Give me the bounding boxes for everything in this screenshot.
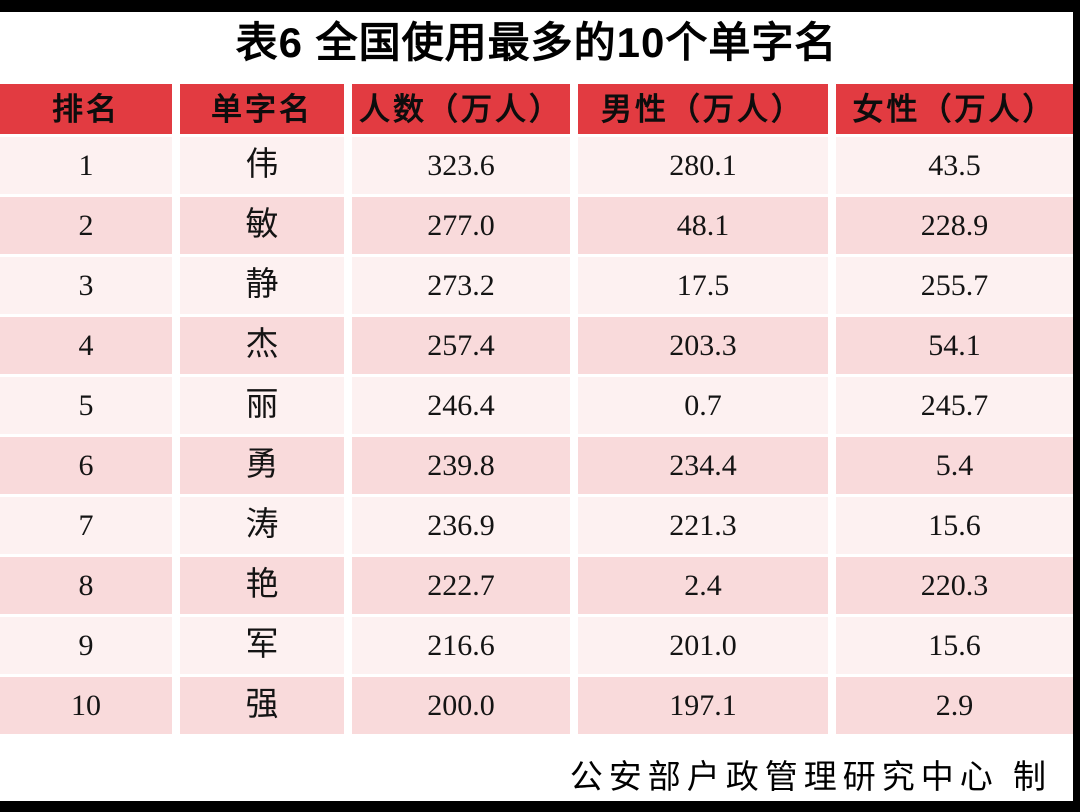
table-title: 表6 全国使用最多的10个单字名 <box>235 19 838 66</box>
name-cell: 强 <box>180 677 344 734</box>
female-cell: 220.3 <box>836 557 1073 614</box>
total-cell: 323.6 <box>352 137 570 194</box>
name-cell: 杰 <box>180 317 344 374</box>
name-cell: 军 <box>180 617 344 674</box>
name-cell: 伟 <box>180 137 344 194</box>
name-cell: 涛 <box>180 497 344 554</box>
data-table: 排名 单字名 人数（万人） 男性（万人） 女性（万人） 1 伟 323.6 28… <box>0 84 1073 734</box>
rank-cell: 4 <box>0 317 172 374</box>
bottom-border-bar <box>0 801 1080 812</box>
female-cell: 228.9 <box>836 197 1073 254</box>
rank-cell: 9 <box>0 617 172 674</box>
rank-cell: 1 <box>0 137 172 194</box>
female-cell: 255.7 <box>836 257 1073 314</box>
total-cell: 257.4 <box>352 317 570 374</box>
rank-cell: 2 <box>0 197 172 254</box>
column-header-female: 女性（万人） <box>836 84 1073 134</box>
rank-cell: 7 <box>0 497 172 554</box>
rank-cell: 6 <box>0 437 172 494</box>
rank-cell: 3 <box>0 257 172 314</box>
total-cell: 277.0 <box>352 197 570 254</box>
rank-cell: 10 <box>0 677 172 734</box>
female-cell: 15.6 <box>836 617 1073 674</box>
name-cell: 勇 <box>180 437 344 494</box>
female-cell: 245.7 <box>836 377 1073 434</box>
female-cell: 2.9 <box>836 677 1073 734</box>
male-cell: 203.3 <box>578 317 828 374</box>
column-header-rank: 排名 <box>0 84 172 134</box>
right-border-bar <box>1073 0 1080 812</box>
male-cell: 234.4 <box>578 437 828 494</box>
top-border-bar <box>0 0 1080 12</box>
total-cell: 216.6 <box>352 617 570 674</box>
total-cell: 200.0 <box>352 677 570 734</box>
name-cell: 敏 <box>180 197 344 254</box>
male-cell: 221.3 <box>578 497 828 554</box>
rank-cell: 8 <box>0 557 172 614</box>
male-cell: 17.5 <box>578 257 828 314</box>
male-cell: 2.4 <box>578 557 828 614</box>
total-cell: 246.4 <box>352 377 570 434</box>
male-cell: 0.7 <box>578 377 828 434</box>
column-header-total: 人数（万人） <box>352 84 570 134</box>
total-cell: 222.7 <box>352 557 570 614</box>
female-cell: 54.1 <box>836 317 1073 374</box>
male-cell: 197.1 <box>578 677 828 734</box>
female-cell: 43.5 <box>836 137 1073 194</box>
column-header-name: 单字名 <box>180 84 344 134</box>
male-cell: 280.1 <box>578 137 828 194</box>
rank-cell: 5 <box>0 377 172 434</box>
total-cell: 239.8 <box>352 437 570 494</box>
total-cell: 273.2 <box>352 257 570 314</box>
female-cell: 15.6 <box>836 497 1073 554</box>
source-credit: 公安部户政管理研究中心 制 <box>569 760 1052 796</box>
male-cell: 48.1 <box>578 197 828 254</box>
male-cell: 201.0 <box>578 617 828 674</box>
female-cell: 5.4 <box>836 437 1073 494</box>
name-cell: 丽 <box>180 377 344 434</box>
name-cell: 艳 <box>180 557 344 614</box>
column-header-male: 男性（万人） <box>578 84 828 134</box>
total-cell: 236.9 <box>352 497 570 554</box>
name-cell: 静 <box>180 257 344 314</box>
